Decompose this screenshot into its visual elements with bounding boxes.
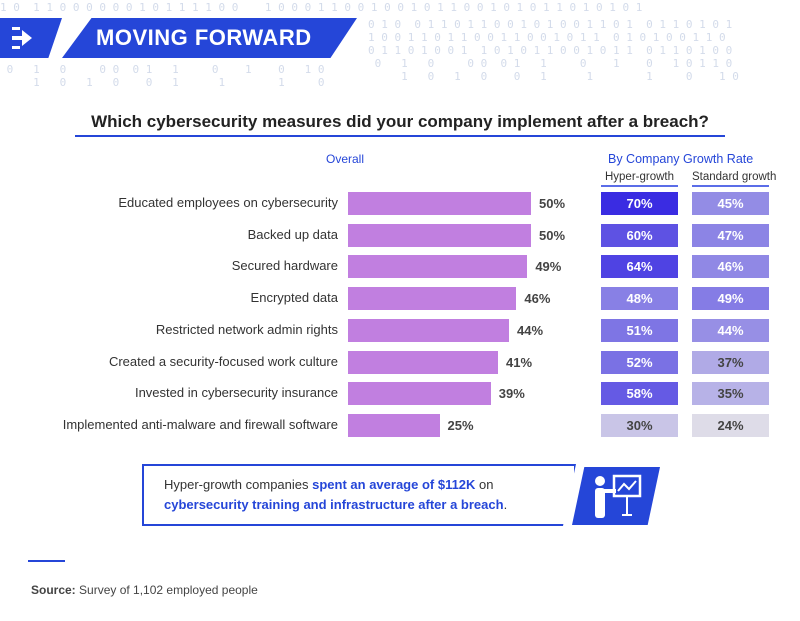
standard-growth-cell: 46% xyxy=(692,255,769,279)
hyper-growth-cell: 64% xyxy=(601,255,678,279)
growth-rate-header: By Company Growth Rate xyxy=(608,152,754,166)
arrows-right-icon xyxy=(0,18,62,58)
category-label: Backed up data xyxy=(247,226,338,242)
presentation-chart-icon xyxy=(572,467,660,525)
overall-bar xyxy=(348,413,440,437)
overall-bar xyxy=(348,223,531,247)
overall-value-label: 41% xyxy=(506,354,533,370)
overall-value-label: 50% xyxy=(539,196,566,211)
divider xyxy=(28,560,65,562)
category-label: Invested in cybersecurity insurance xyxy=(134,385,338,401)
binary-background-right: 0 1 0 0 1 1 0 1 1 0 0 1 0 1 0 0 1 1 0 1 … xyxy=(368,18,739,83)
overall-header: Overall xyxy=(326,152,365,166)
hyper-growth-cell: 52% xyxy=(601,350,678,374)
standard-growth-cell: 45% xyxy=(692,192,769,215)
standard-growth-cell: 44% xyxy=(692,318,769,342)
hyper-growth-cell: 51% xyxy=(601,318,678,342)
category-label: Educated employees on cybersecurity xyxy=(118,195,338,210)
banner-title: MOVING FORWARD xyxy=(62,18,357,58)
source-note: Source: Survey of 1,102 employed people xyxy=(31,583,258,597)
chart-title: Which cybersecurity measures did your co… xyxy=(75,112,725,137)
overall-bar xyxy=(348,192,531,215)
hyper-growth-cell: 30% xyxy=(601,413,678,437)
standard-growth-cell: 37% xyxy=(692,350,769,374)
overall-bar xyxy=(348,318,510,342)
standard-growth-cell: 35% xyxy=(692,382,769,406)
standard-growth-cell: 24% xyxy=(692,413,769,437)
standard-growth-header: Standard growth xyxy=(692,171,776,187)
hyper-growth-cell: 48% xyxy=(601,287,678,311)
category-label: Implemented anti-malware and firewall so… xyxy=(62,416,338,432)
hyper-growth-cell: 60% xyxy=(601,223,678,247)
hyper-growth-header: Hyper-growth xyxy=(601,171,678,187)
binary-background-bottom: 0 1 0 0 0 0 1 1 0 1 0 1 0 1 0 1 0 0 1 1 … xyxy=(6,63,325,89)
overall-bar xyxy=(348,382,491,406)
overall-bar xyxy=(348,287,517,311)
overall-bar xyxy=(348,350,499,374)
overall-bar xyxy=(348,255,528,279)
category-label: Encrypted data xyxy=(250,290,338,306)
hyper-growth-cell: 58% xyxy=(601,382,678,406)
standard-growth-cell: 47% xyxy=(692,223,769,247)
overall-value-label: 25% xyxy=(447,417,474,433)
category-label: Created a security-focused work culture xyxy=(108,353,338,369)
binary-background-top: 1 0 1 1 0 0 0 0 0 0 1 0 1 1 1 1 0 0 1 0 … xyxy=(0,1,643,14)
callout-text: Hyper-growth companies spent an average … xyxy=(164,477,508,512)
overall-value-label: 46% xyxy=(524,291,551,307)
category-label: Restricted network admin rights xyxy=(155,321,338,337)
category-label: Secured hardware xyxy=(231,258,338,274)
hyper-growth-cell: 70% xyxy=(601,192,678,215)
overall-value-label: 50% xyxy=(539,227,566,243)
standard-growth-cell: 49% xyxy=(692,287,769,311)
overall-value-label: 39% xyxy=(498,386,525,402)
overall-value-label: 49% xyxy=(535,259,562,275)
overall-value-label: 44% xyxy=(517,322,544,338)
